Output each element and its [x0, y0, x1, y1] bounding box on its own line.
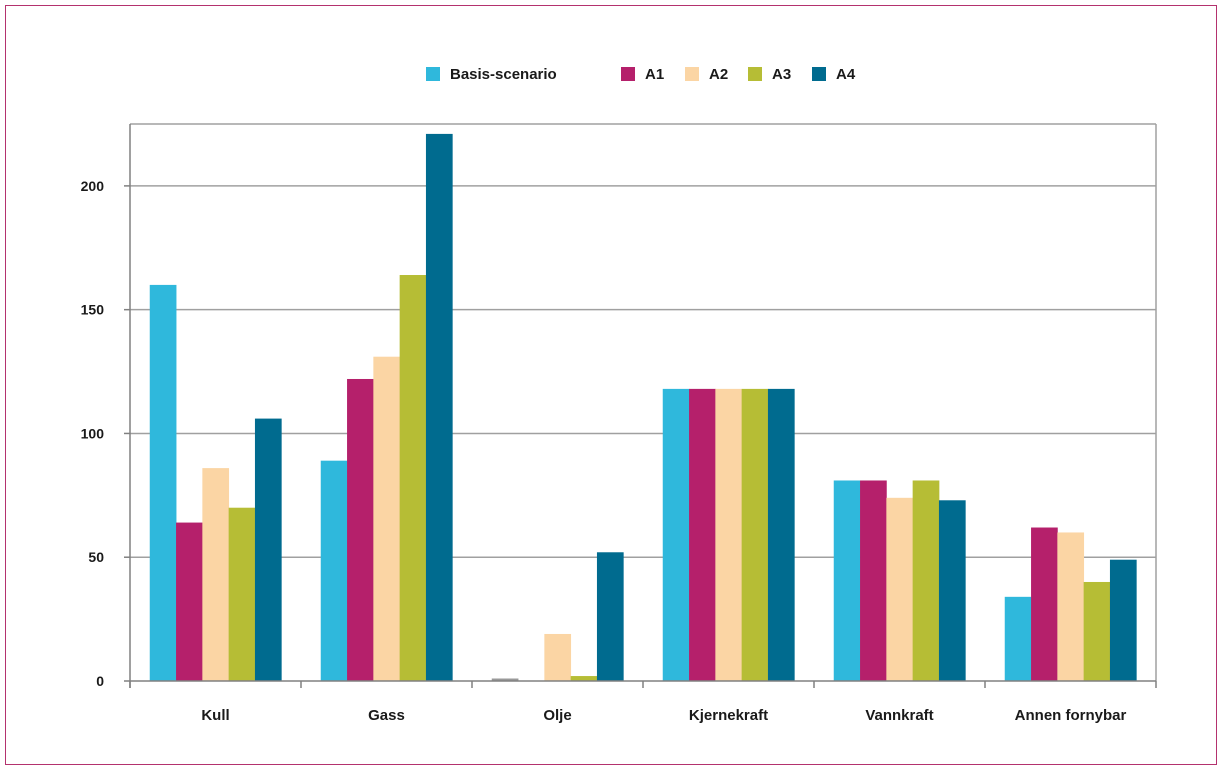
bar [596, 552, 624, 681]
legend-item-basis-scenario: Basis-scenario [426, 61, 557, 87]
y-tick-label: 150 [81, 302, 105, 318]
legend-swatch [748, 67, 762, 81]
bar [767, 388, 795, 681]
bar [715, 388, 743, 681]
x-tick-label: Annen fornybar [1015, 707, 1127, 724]
bar [544, 633, 572, 681]
bar [833, 480, 861, 681]
legend-swatch [685, 67, 699, 81]
legend-label: Basis-scenario [450, 65, 557, 83]
x-tick-label: Kjernekraft [689, 707, 768, 724]
legend-swatch [621, 67, 635, 81]
bar [1004, 596, 1032, 681]
x-tick-label: Olje [543, 707, 571, 724]
chart-legend: Basis-scenario A1 A2 A3 A4 [0, 61, 1224, 87]
y-tick-label: 200 [81, 178, 105, 194]
y-tick-label: 50 [88, 549, 104, 565]
bar [320, 460, 348, 681]
bar [570, 676, 598, 681]
bar [491, 678, 519, 681]
bar [938, 500, 966, 681]
legend-item-a1: A1 [621, 61, 664, 87]
legend-item-a3: A3 [748, 61, 791, 87]
bar [912, 480, 940, 681]
y-tick-label: 100 [81, 425, 105, 441]
bar [886, 497, 914, 681]
bar [1057, 532, 1085, 681]
bar [860, 480, 887, 681]
bar [176, 522, 203, 681]
legend-item-a2: A2 [685, 61, 728, 87]
bar [228, 507, 256, 681]
y-tick-label: 0 [96, 673, 104, 689]
legend-label: A2 [709, 65, 729, 83]
x-tick-label: Vannkraft [865, 707, 933, 724]
bar [689, 388, 716, 681]
bar [202, 468, 230, 681]
legend-label: A3 [772, 65, 792, 83]
bar [425, 133, 453, 681]
legend-label: A4 [836, 65, 856, 83]
x-tick-label: Gass [368, 707, 405, 724]
bar [1109, 559, 1137, 681]
bar [373, 356, 401, 681]
bar [1083, 581, 1111, 681]
bar [1031, 527, 1058, 681]
x-tick-label: Kull [201, 707, 229, 724]
bar [347, 378, 374, 681]
legend-swatch [812, 67, 826, 81]
bar [662, 388, 690, 681]
bar [149, 284, 177, 681]
bar [254, 418, 282, 681]
bar [741, 388, 769, 681]
figure-frame [5, 5, 1217, 765]
legend-item-a4: A4 [812, 61, 855, 87]
legend-swatch [426, 67, 440, 81]
legend-label: A1 [645, 65, 665, 83]
bar [399, 275, 427, 681]
